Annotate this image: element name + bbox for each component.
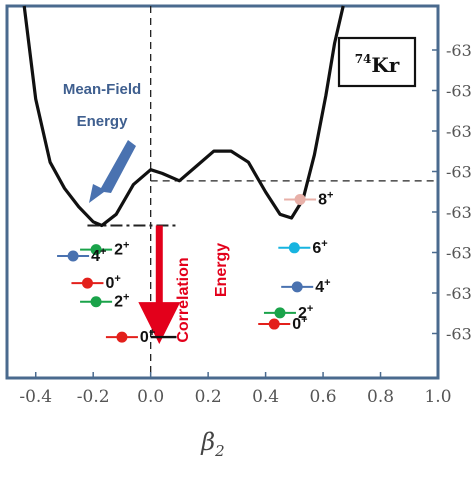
right-tick-label: -63 (446, 203, 472, 222)
level-2plus-3: 2+ (80, 292, 129, 311)
level-marker (268, 318, 280, 330)
level-2plus-8: 2+ (263, 303, 313, 322)
level-0plus-4: 0+ (105, 327, 155, 346)
mean-field-label-line2: Energy (77, 113, 129, 130)
x-tick-label: 0.0 (137, 387, 164, 407)
correlation-label-line2: Energy (213, 243, 230, 297)
level-8plus-5: 8+ (284, 189, 333, 208)
x-tick-label: 0.4 (252, 387, 279, 407)
level-spin-label: 6+ (312, 238, 327, 257)
level-6plus-6: 6+ (278, 238, 328, 257)
level-marker (90, 244, 102, 256)
level-0plus-9: 0+ (258, 314, 308, 333)
nucleus-element: Kr (371, 53, 399, 77)
x-tick-label: 0.2 (195, 387, 222, 407)
level-spin-label: 4+ (91, 246, 106, 265)
plot-frame (5, 4, 440, 380)
x-axis-ticks: -0.4 -0.2 0.0 0.2 0.4 0.6 0.8 1.0 (19, 372, 452, 407)
level-marker (67, 250, 79, 262)
level-spin-label: 0+ (140, 327, 155, 346)
x-tick-label: 0.8 (367, 387, 394, 407)
level-4plus-1: 4+ (57, 246, 106, 265)
level-0plus-2: 0+ (71, 273, 121, 292)
right-tick-label: -63 (446, 82, 472, 101)
mean-field-arrow-icon (89, 140, 136, 203)
level-spin-label: 2+ (114, 240, 129, 259)
level-marker (90, 296, 102, 308)
x-tick-label: -0.2 (77, 387, 110, 407)
level-marker (291, 281, 303, 293)
x-tick-label: 0.6 (310, 387, 337, 407)
right-axis-ticks: -63 -63 -63 -63 -63 -63 -63 -63 (432, 41, 472, 344)
x-axis-label-sub: 2 (214, 442, 225, 460)
level-spin-label: 0+ (292, 314, 307, 333)
level-marker (81, 277, 93, 289)
level-spin-label: 8+ (318, 189, 333, 208)
x-tick-label: 1.0 (424, 387, 451, 407)
nucleus-label-box (337, 36, 417, 88)
level-spin-label: 0+ (105, 273, 120, 292)
x-axis-label-base: β (200, 428, 215, 456)
x-axis-label: β2 (200, 428, 224, 460)
correlation-label-line1: Correlation (175, 257, 192, 342)
level-spin-label: 4+ (315, 277, 330, 296)
level-markers: 2+4+0+2+0+8+6+4+2+0+ (57, 189, 333, 346)
right-tick-label: -63 (446, 244, 472, 263)
level-spin-label: 2+ (114, 292, 129, 311)
level-marker (288, 242, 300, 254)
level-2plus-0: 2+ (80, 240, 129, 259)
nucleus-mass-number: 74 (355, 52, 372, 66)
right-tick-label: -63 (446, 122, 472, 141)
right-tick-label: -63 (446, 41, 472, 60)
level-4plus-7: 4+ (281, 277, 331, 296)
right-tick-label: -63 (446, 284, 472, 303)
level-spin-label: 2+ (298, 303, 313, 322)
level-marker (294, 193, 306, 205)
right-tick-label: -63 (446, 163, 472, 182)
nucleus-label: 74Kr (355, 52, 400, 77)
level-marker (116, 331, 128, 343)
energy-curve (22, 5, 345, 228)
right-tick-label: -63 (446, 325, 472, 344)
level-marker (274, 307, 286, 319)
x-tick-label: -0.4 (19, 387, 52, 407)
mean-field-label-line1: Mean-Field (63, 81, 141, 98)
